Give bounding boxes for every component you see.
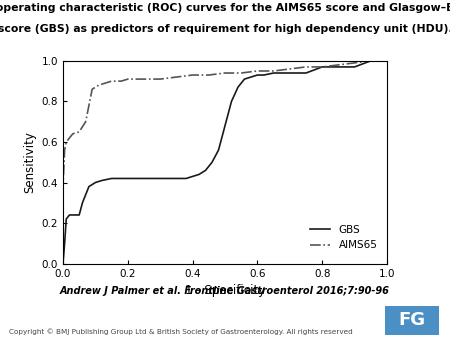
GBS [216, 148, 221, 152]
GBS [203, 168, 208, 172]
AIMS65 [320, 65, 325, 69]
AIMS65 [63, 140, 69, 144]
AIMS65 [238, 71, 244, 75]
AIMS65 [352, 61, 357, 65]
GBS [235, 85, 241, 89]
GBS [158, 176, 163, 180]
Text: Receiver operating characteristic (ROC) curves for the AIMS65 score and Glasgow–: Receiver operating characteristic (ROC) … [0, 3, 450, 14]
AIMS65 [271, 69, 276, 73]
AIMS65 [141, 77, 147, 81]
GBS [174, 176, 179, 180]
GBS [255, 73, 260, 77]
GBS [384, 59, 390, 63]
AIMS65 [60, 262, 66, 266]
AIMS65 [119, 79, 124, 83]
GBS [141, 176, 147, 180]
AIMS65 [158, 77, 163, 81]
GBS [80, 201, 85, 205]
GBS [99, 178, 104, 183]
GBS [73, 213, 79, 217]
AIMS65 [303, 65, 309, 69]
GBS [151, 176, 157, 180]
Text: Copyright © BMJ Publishing Group Ltd & British Society of Gastroenterology. All : Copyright © BMJ Publishing Group Ltd & B… [9, 328, 353, 335]
GBS [303, 71, 309, 75]
AIMS65 [70, 132, 76, 136]
AIMS65 [222, 71, 228, 75]
GBS [86, 185, 92, 189]
Y-axis label: Sensitivity: Sensitivity [23, 131, 36, 193]
GBS [229, 99, 234, 103]
GBS [368, 59, 373, 63]
GBS [62, 241, 68, 245]
AIMS65 [60, 185, 66, 189]
Line: AIMS65: AIMS65 [63, 61, 387, 264]
Line: GBS: GBS [63, 61, 387, 264]
GBS [209, 160, 215, 164]
GBS [119, 176, 124, 180]
AIMS65 [83, 120, 88, 124]
GBS [336, 65, 341, 69]
AIMS65 [62, 148, 68, 152]
GBS [287, 71, 292, 75]
AIMS65 [76, 130, 82, 134]
GBS [190, 174, 195, 178]
GBS [261, 73, 266, 77]
AIMS65 [109, 79, 114, 83]
AIMS65 [368, 59, 373, 63]
AIMS65 [287, 67, 292, 71]
Legend: GBS, AIMS65: GBS, AIMS65 [306, 221, 382, 255]
AIMS65 [206, 73, 211, 77]
GBS [222, 124, 228, 128]
AIMS65 [96, 83, 101, 87]
Text: score (GBS) as predictors of requirement for high dependency unit (HDU).: score (GBS) as predictors of requirement… [0, 24, 450, 34]
GBS [184, 176, 189, 180]
AIMS65 [67, 136, 72, 140]
GBS [271, 71, 276, 75]
GBS [164, 176, 169, 180]
AIMS65 [384, 59, 390, 63]
GBS [63, 217, 69, 221]
GBS [196, 172, 202, 176]
GBS [65, 215, 71, 219]
GBS [93, 180, 98, 185]
GBS [242, 77, 247, 81]
AIMS65 [190, 73, 195, 77]
GBS [67, 213, 72, 217]
AIMS65 [336, 63, 341, 67]
GBS [60, 262, 66, 266]
GBS [352, 65, 357, 69]
AIMS65 [103, 81, 108, 85]
GBS [125, 176, 130, 180]
AIMS65 [90, 87, 95, 91]
X-axis label: 1 - Specificity: 1 - Specificity [185, 284, 265, 297]
GBS [76, 213, 82, 217]
GBS [70, 213, 76, 217]
GBS [109, 176, 114, 180]
Text: Andrew J Palmer et al. Frontline Gastroenterol 2016;7:90-96: Andrew J Palmer et al. Frontline Gastroe… [60, 286, 390, 296]
AIMS65 [174, 75, 179, 79]
GBS [320, 65, 325, 69]
GBS [131, 176, 137, 180]
GBS [68, 213, 74, 217]
AIMS65 [255, 69, 260, 73]
Text: FG: FG [398, 311, 425, 329]
GBS [248, 75, 254, 79]
AIMS65 [125, 77, 130, 81]
